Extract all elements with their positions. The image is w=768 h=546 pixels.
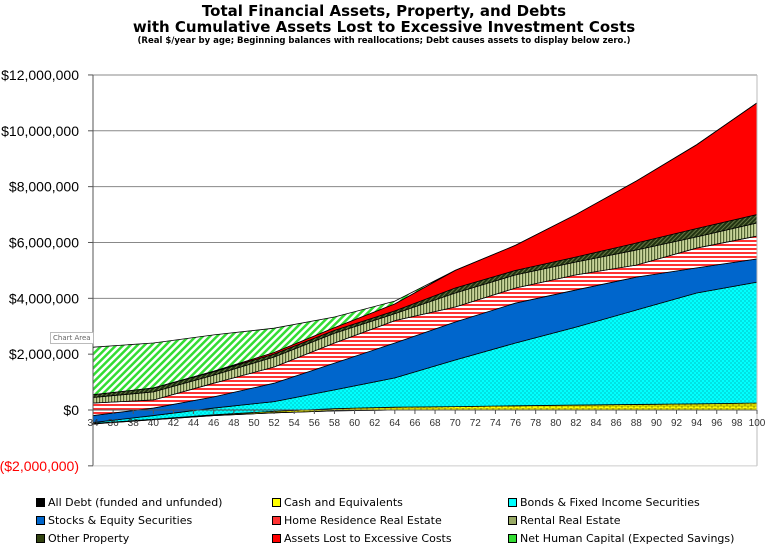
x-tick-label: 36 <box>108 418 120 429</box>
x-tick-label: 92 <box>671 418 683 429</box>
chart-subtitle: (Real $/year by age; Beginning balances … <box>137 36 631 46</box>
x-tick-label: 84 <box>590 418 602 429</box>
x-tick-label: 44 <box>188 418 200 429</box>
x-tick-label: 94 <box>691 418 703 429</box>
y-tick-label: $0 <box>63 402 79 418</box>
legend-item: Cash and Equivalents <box>272 496 403 509</box>
x-tick-label: 52 <box>269 418 281 429</box>
y-tick-label: $12,000,000 <box>1 67 79 83</box>
legend-label: Bonds & Fixed Income Securities <box>520 496 700 509</box>
legend-swatch-icon <box>272 534 281 543</box>
x-tick-label: 38 <box>128 418 140 429</box>
x-tick-label: 96 <box>711 418 723 429</box>
y-tick-label: $8,000,000 <box>9 179 79 195</box>
chart-title-line2: with Cumulative Assets Lost to Excessive… <box>132 18 636 36</box>
x-tick-label: 70 <box>450 418 462 429</box>
x-tick-label: 98 <box>731 418 743 429</box>
area-net-human-capital-expected-savings <box>92 102 758 396</box>
x-tick-label: 100 <box>749 418 766 429</box>
legend-label: Assets Lost to Excessive Costs <box>284 532 452 545</box>
x-tick-label: 60 <box>349 418 361 429</box>
x-tick-label: 40 <box>148 418 160 429</box>
x-tick-label: 80 <box>550 418 562 429</box>
x-tick-label: 82 <box>570 418 582 429</box>
x-tick-label: 78 <box>530 418 542 429</box>
x-tick-label: 56 <box>309 418 321 429</box>
legend-swatch-icon <box>36 534 45 543</box>
x-tick-label: 64 <box>389 418 401 429</box>
legend-label: Net Human Capital (Expected Savings) <box>520 532 735 545</box>
x-tick-label: 74 <box>490 418 502 429</box>
chart-title: Total Financial Assets, Property, and De… <box>201 2 567 20</box>
y-tick-label: $2,000,000 <box>9 346 79 362</box>
x-tick-label: 90 <box>651 418 663 429</box>
x-tick-label: 48 <box>228 418 240 429</box>
legend-label: Cash and Equivalents <box>284 496 403 509</box>
legend-swatch-icon <box>36 516 45 525</box>
legend-item: Home Residence Real Estate <box>272 514 442 527</box>
legend-label: Rental Real Estate <box>520 514 621 527</box>
x-tick-label: 62 <box>369 418 381 429</box>
x-tick-label: 46 <box>208 418 220 429</box>
x-tick-label: 86 <box>611 418 623 429</box>
x-tick-label: 76 <box>510 418 522 429</box>
y-tick-label: ($2,000,000) <box>0 458 79 474</box>
legend-item: Other Property <box>36 532 129 545</box>
legend-item: Net Human Capital (Expected Savings) <box>508 532 734 545</box>
x-tick-label: 58 <box>329 418 341 429</box>
legend-swatch-icon <box>508 516 517 525</box>
y-tick-label: $4,000,000 <box>9 290 79 306</box>
legend-item: Bonds & Fixed Income Securities <box>508 496 700 509</box>
legend-item: Assets Lost to Excessive Costs <box>272 532 452 545</box>
legend-label: All Debt (funded and unfunded) <box>48 496 223 509</box>
y-tick-label: $10,000,000 <box>1 123 79 139</box>
x-tick-label: 42 <box>168 418 180 429</box>
legend-swatch-icon <box>508 534 517 543</box>
legend-label: Other Property <box>48 532 130 545</box>
x-tick-label: 88 <box>631 418 643 429</box>
legend-item: Rental Real Estate <box>508 514 621 527</box>
legend-item: Stocks & Equity Securities <box>36 514 192 527</box>
x-tick-label: 50 <box>248 418 260 429</box>
legend-swatch-icon <box>272 516 281 525</box>
x-tick-label: 72 <box>470 418 482 429</box>
chart-area-tooltip: Chart Area <box>50 332 94 344</box>
y-tick-label: $6,000,000 <box>9 234 79 250</box>
legend-swatch-icon <box>36 498 45 507</box>
x-tick-label: 68 <box>429 418 441 429</box>
x-tick-label: 66 <box>409 418 421 429</box>
legend-label: Stocks & Equity Securities <box>48 514 193 527</box>
legend-label: Home Residence Real Estate <box>284 514 442 527</box>
x-tick-label: 54 <box>289 418 301 429</box>
legend-swatch-icon <box>508 498 517 507</box>
x-tick-label: 34 <box>87 418 99 429</box>
legend-item: All Debt (funded and unfunded) <box>36 496 222 509</box>
legend-swatch-icon <box>272 498 281 507</box>
